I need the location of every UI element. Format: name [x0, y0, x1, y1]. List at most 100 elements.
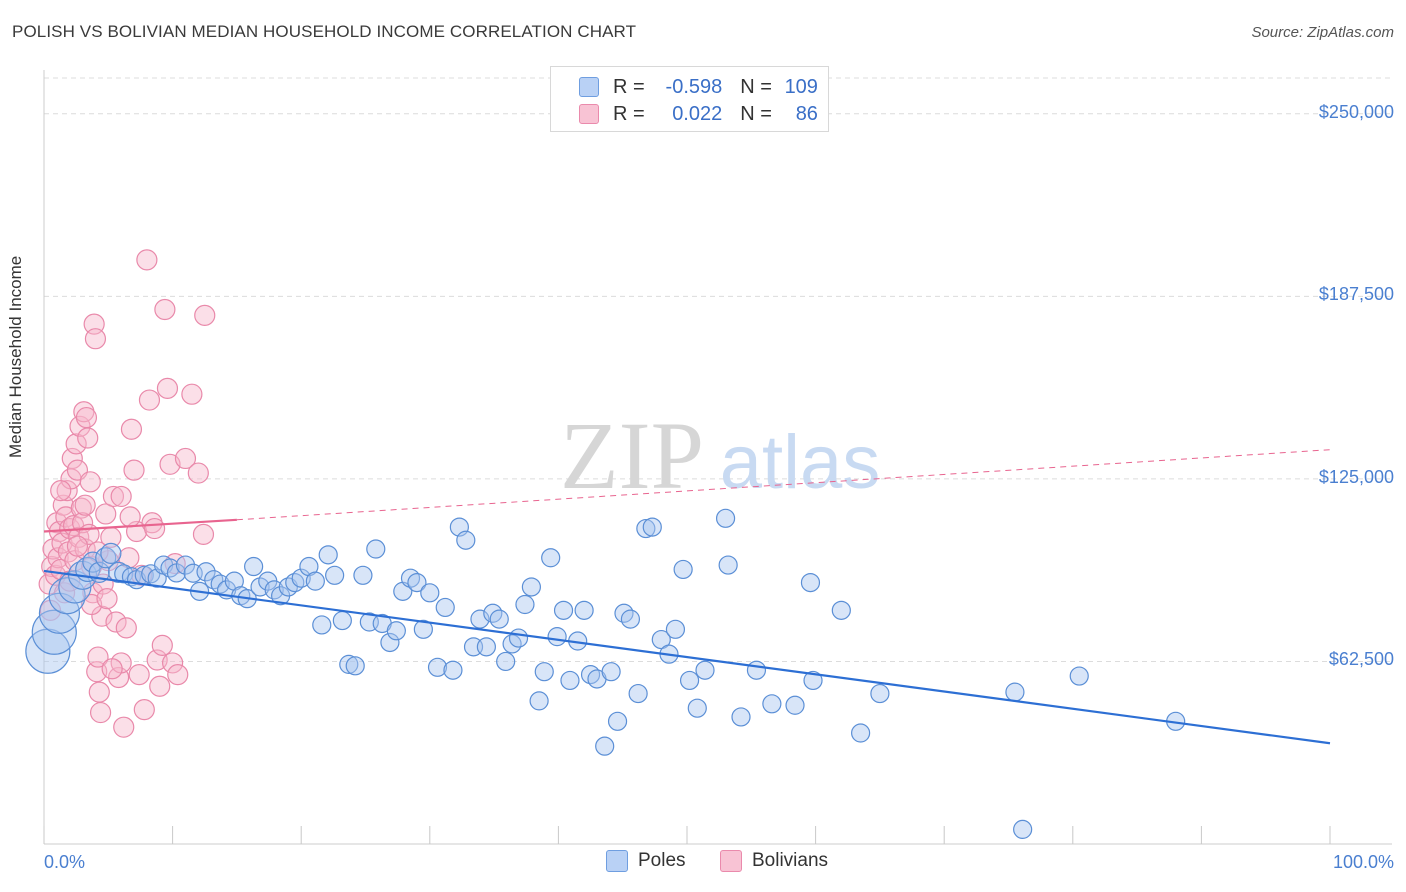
- watermark-zip: ZIP: [560, 402, 704, 509]
- pole-point: [574, 600, 594, 620]
- source-note: Source: ZipAtlas.com: [1251, 24, 1394, 41]
- pole-point: [160, 558, 180, 578]
- legend-row-poles: R = -0.598 N = 109: [551, 73, 818, 101]
- x-tick-label-max: 100.0%: [1332, 852, 1394, 872]
- y-tick-label: $250,000: [1318, 101, 1394, 122]
- bolivian-point: [77, 427, 99, 449]
- pole-point: [508, 628, 529, 648]
- pole-point: [312, 615, 332, 635]
- bolivian-point: [110, 485, 132, 508]
- correlation-legend: R = -0.598 N = 109 R = 0.022 N = 86: [550, 66, 829, 132]
- bolivian-point: [113, 716, 135, 738]
- bolivian-point: [89, 701, 112, 724]
- pole-point: [1013, 819, 1033, 839]
- bottom-legend-label-bolivians: Bolivians: [752, 850, 829, 871]
- pole-point: [496, 651, 516, 672]
- pole-point: [560, 670, 580, 691]
- pole-point: [318, 545, 338, 565]
- pole-point: [489, 609, 509, 629]
- bolivian-point: [154, 298, 176, 321]
- pole-point: [325, 565, 345, 585]
- pole-point: [553, 600, 574, 620]
- pole-point: [534, 662, 554, 682]
- bolivian-point: [101, 658, 123, 680]
- bolivian-point: [156, 377, 179, 399]
- pole-point: [38, 592, 81, 634]
- axes: [43, 70, 1392, 845]
- pole-point: [601, 662, 621, 682]
- bolivian-point: [138, 389, 161, 411]
- pole-point: [456, 530, 476, 550]
- bolivian-point: [136, 249, 158, 271]
- bolivian-point: [143, 517, 166, 540]
- bolivian-point: [149, 675, 171, 697]
- pole-point: [620, 609, 641, 629]
- pole-point: [476, 637, 496, 657]
- bolivian-point: [162, 652, 184, 674]
- pole-point: [407, 572, 427, 593]
- y-tick-label: $62,500: [1328, 649, 1394, 670]
- bolivian-point: [192, 523, 215, 546]
- bolivian-point: [56, 479, 78, 502]
- bolivian-point: [88, 681, 110, 703]
- pole-point: [413, 619, 433, 639]
- bolivian-point: [74, 494, 96, 516]
- pole-point: [731, 707, 751, 727]
- pole-point: [529, 691, 549, 711]
- pole-point: [48, 577, 86, 615]
- pole-point: [628, 683, 648, 704]
- pole-point: [366, 539, 386, 559]
- bolivian-point: [167, 663, 189, 686]
- pole-point: [541, 548, 561, 568]
- y-tick-label: $125,000: [1318, 466, 1394, 487]
- bolivian-point: [187, 462, 209, 484]
- x-tick-label-min: 0.0%: [44, 852, 86, 872]
- pole-point: [870, 683, 890, 704]
- pole-point: [679, 670, 700, 691]
- pole-point: [665, 619, 686, 639]
- pole-point: [636, 518, 656, 539]
- legend-r-value-bolivians: 0.022: [672, 102, 723, 125]
- legend-row-bolivians: R = 0.022 N = 86: [551, 100, 818, 128]
- legend-swatch-bolivians: [579, 104, 599, 124]
- bottom-legend-label-poles: Poles: [638, 850, 686, 871]
- pole-point: [687, 698, 707, 718]
- pole-point: [607, 711, 628, 731]
- pole-point: [196, 562, 216, 582]
- bolivian-point: [123, 459, 145, 481]
- pole-point: [250, 577, 270, 597]
- legend-r-label: R =: [613, 75, 645, 98]
- bolivian-point: [75, 406, 98, 429]
- pole-point: [831, 600, 851, 620]
- legend-r-value-poles: -0.598: [665, 75, 723, 98]
- gridlines: [44, 77, 1392, 662]
- pole-point: [746, 660, 767, 680]
- bottom-legend-swatch-poles: [606, 850, 628, 872]
- pole-point: [800, 572, 821, 593]
- pole-point: [427, 657, 448, 677]
- pole-point: [107, 561, 130, 583]
- bolivian-point: [53, 582, 76, 604]
- poles-trend-line: [43, 569, 1331, 745]
- bolivian-point: [105, 611, 127, 633]
- bolivian-point: [66, 535, 89, 557]
- pole-point: [521, 577, 541, 597]
- legend-n-label: N =: [740, 102, 772, 125]
- pole-point: [803, 670, 823, 691]
- pole-point: [100, 542, 122, 564]
- pole-point: [851, 723, 871, 743]
- bolivian-point: [50, 479, 72, 502]
- poles-points: [25, 508, 1186, 839]
- legend-swatch-poles: [579, 77, 599, 97]
- pole-point: [515, 594, 535, 615]
- pole-point: [332, 610, 352, 631]
- watermark-atlas: atlas: [720, 420, 881, 505]
- trend-lines: [43, 449, 1331, 745]
- pole-point: [420, 583, 440, 603]
- bolivian-point: [128, 663, 150, 686]
- pole-point: [345, 656, 365, 676]
- pole-point: [435, 597, 455, 618]
- pole-point: [595, 736, 615, 756]
- pole-point: [718, 555, 738, 575]
- bolivian-point: [84, 328, 107, 350]
